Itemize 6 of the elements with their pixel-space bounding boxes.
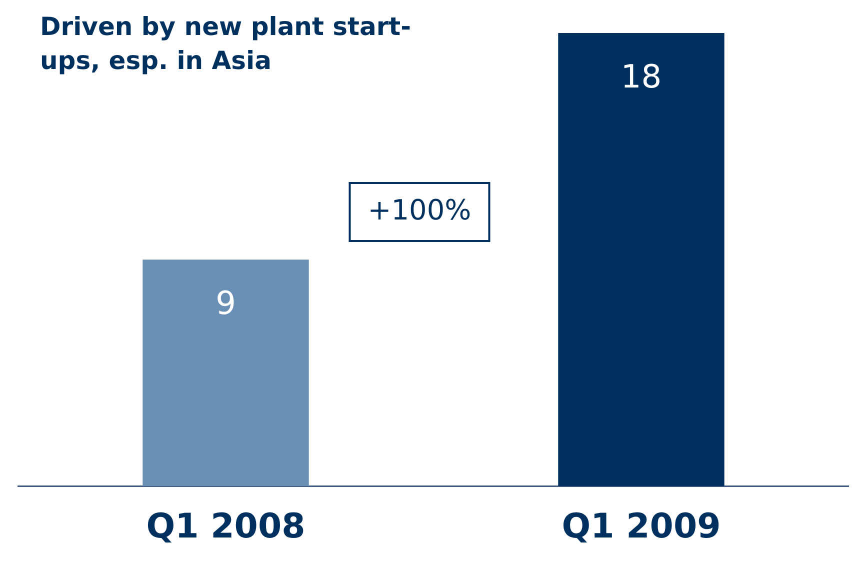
x-tick-label: Q1 2009 (562, 506, 721, 546)
x-tick-label: Q1 2008 (146, 506, 306, 546)
annotation: +100% (368, 193, 472, 226)
data-label: 18 (620, 57, 662, 96)
data-label: 9 (216, 284, 236, 322)
chart-title: Driven by new plant start-ups, esp. in Asia (40, 11, 412, 77)
